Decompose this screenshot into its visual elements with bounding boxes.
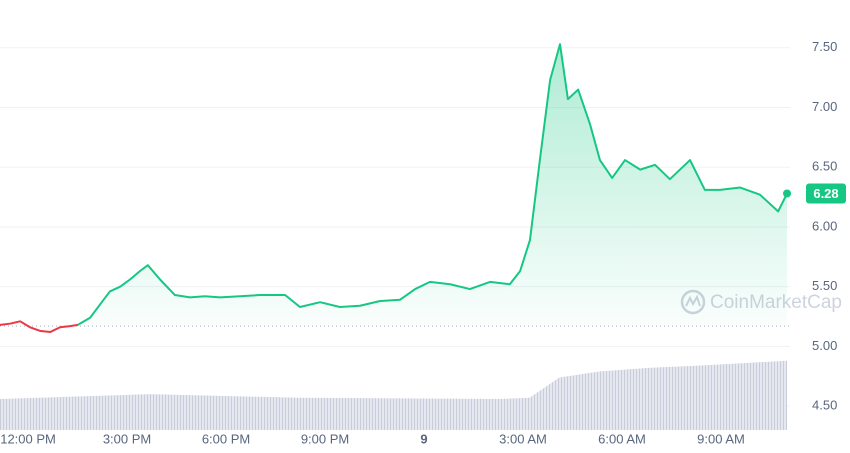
x-tick-label: 6:00 PM xyxy=(202,431,250,446)
price-tag-label: 6.28 xyxy=(813,186,838,201)
x-tick-label: 3:00 PM xyxy=(103,431,151,446)
x-tick-label: 9:00 AM xyxy=(697,431,745,446)
x-tick-label: 3:00 AM xyxy=(499,431,547,446)
price-line xyxy=(77,43,788,326)
x-tick-label: 12:00 PM xyxy=(0,431,56,446)
y-tick-label: 5.00 xyxy=(812,338,837,353)
x-tick-label: 9:00 PM xyxy=(301,431,349,446)
x-tick-label: 6:00 AM xyxy=(598,431,646,446)
x-tick-label: 9 xyxy=(420,431,427,446)
price-line xyxy=(0,320,79,334)
current-point xyxy=(783,189,792,198)
price-tag xyxy=(806,183,846,204)
volume-area xyxy=(0,360,788,430)
y-tick-label: 4.50 xyxy=(812,398,837,413)
price-area xyxy=(77,44,788,327)
y-tick-label: 6.50 xyxy=(812,159,837,174)
y-tick-label: 7.00 xyxy=(812,99,837,114)
y-tick-label: 5.50 xyxy=(812,278,837,293)
y-tick-label: 7.50 xyxy=(812,39,837,54)
y-tick-label: 6.00 xyxy=(812,218,837,233)
